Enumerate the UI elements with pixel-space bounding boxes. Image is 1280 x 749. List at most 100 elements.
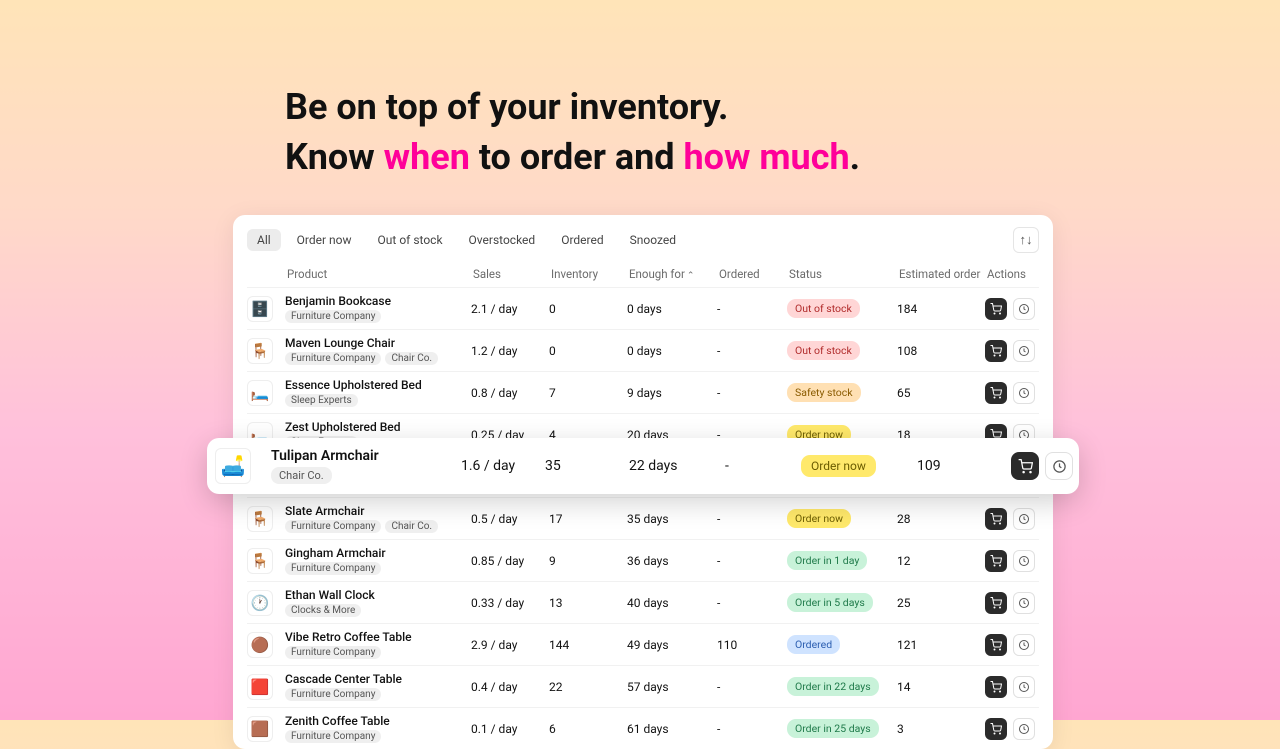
cart-button[interactable]: [985, 340, 1007, 362]
headline: Be on top of your inventory. Know when t…: [285, 82, 860, 183]
product-tag: Sleep Experts: [285, 394, 358, 407]
tab-all[interactable]: All: [247, 229, 281, 251]
product-tags: Furniture Company: [285, 730, 471, 743]
product-icon: 🟥: [247, 674, 273, 700]
snooze-button[interactable]: [1013, 340, 1035, 362]
snooze-button[interactable]: [1013, 382, 1035, 404]
cell-estimated: 184: [897, 302, 985, 316]
table-row[interactable]: 🪑Maven Lounge ChairFurniture CompanyChai…: [247, 329, 1039, 371]
product-name: Essence Upholstered Bed: [285, 378, 471, 392]
status-badge: Ordered: [787, 635, 840, 654]
cart-button[interactable]: [985, 676, 1007, 698]
cell-sales: 0.85 / day: [471, 554, 549, 568]
cell-sales: 0.4 / day: [471, 680, 549, 694]
table-row[interactable]: 🗄️ Benjamin Bookcase Furniture Company 2.1 …: [247, 287, 1039, 329]
cell-enough: 40 days: [627, 596, 717, 610]
product-name: Vibe Retro Coffee Table: [285, 630, 471, 644]
status-badge: Order in 5 days: [787, 593, 873, 612]
cell-ordered: -: [717, 554, 787, 568]
tab-overstocked[interactable]: Overstocked: [459, 229, 546, 251]
product-tags: Furniture Company: [285, 562, 471, 575]
cell-enough: 61 days: [627, 722, 717, 736]
cell-ordered: -: [717, 722, 787, 736]
table-row[interactable]: 🪑Gingham ArmchairFurniture Company0.85 /…: [247, 539, 1039, 581]
cart-button[interactable]: [1011, 452, 1039, 480]
snooze-button[interactable]: [1013, 718, 1035, 740]
product-tags: Furniture Company: [285, 646, 471, 659]
product-icon: 🟫: [247, 716, 273, 742]
tab-order-now[interactable]: Order now: [287, 229, 362, 251]
table-row[interactable]: 🟫Zenith Coffee TableFurniture Company0.1…: [247, 707, 1039, 749]
product-name: Cascade Center Table: [285, 672, 471, 686]
cell-ordered: -: [717, 302, 787, 316]
cart-button[interactable]: [985, 298, 1007, 320]
cell-inventory: 35: [545, 458, 629, 474]
accent-when: when: [384, 136, 470, 178]
cell-estimated: 109: [917, 458, 1011, 474]
cell-enough: 22 days: [629, 458, 725, 474]
snooze-button[interactable]: [1045, 452, 1073, 480]
product-name: Tulipan Armchair: [271, 448, 461, 465]
status-badge: Order in 25 days: [787, 719, 879, 738]
cell-enough: 35 days: [627, 512, 717, 526]
table-row[interactable]: 🕐Ethan Wall ClockClocks & More0.33 / day…: [247, 581, 1039, 623]
cart-button[interactable]: [985, 382, 1007, 404]
product-tags: Clocks & More: [285, 604, 471, 617]
table-row[interactable]: 🟥 Cascade Center Table Furniture Company0.…: [247, 665, 1039, 707]
product-tag: Furniture Company: [285, 310, 381, 323]
snooze-button[interactable]: [1013, 676, 1035, 698]
status-badge: Order now: [787, 509, 851, 528]
cell-sales: 2.1 / day: [471, 302, 549, 316]
cell-estimated: 121: [897, 638, 985, 652]
cell-sales: 0.33 / day: [471, 596, 549, 610]
cart-button[interactable]: [985, 592, 1007, 614]
cell-sales: 0.8 / day: [471, 386, 549, 400]
sort-caret-icon: ⌃: [687, 271, 695, 281]
product-tags: Chair Co.: [271, 467, 461, 484]
status-badge: Order in 22 days: [787, 677, 879, 696]
highlighted-row[interactable]: 🛋️ Tulipan Armchair Chair Co. 1.6 / day …: [207, 438, 1079, 494]
snooze-button[interactable]: [1013, 550, 1035, 572]
status-badge: Order now: [801, 455, 876, 477]
status-badge: Out of stock: [787, 341, 860, 360]
snooze-button[interactable]: [1013, 298, 1035, 320]
product-icon: 🟤: [247, 632, 273, 658]
cell-enough: 0 days: [627, 344, 717, 358]
cell-ordered: -: [717, 344, 787, 358]
col-status[interactable]: Status: [787, 267, 897, 281]
cell-enough: 9 days: [627, 386, 717, 400]
product-tag: Furniture Company: [285, 646, 381, 659]
tab-snoozed[interactable]: Snoozed: [620, 229, 686, 251]
table-row[interactable]: 🟤 Vibe Retro Coffee Table Furniture Compan…: [247, 623, 1039, 665]
cart-button[interactable]: [985, 634, 1007, 656]
table-row[interactable]: 🛏️ Essence Upholstered Bed Sleep Experts 0.…: [247, 371, 1039, 413]
col-inventory[interactable]: Inventory: [549, 267, 627, 281]
table-row[interactable]: 🪑Slate ArmchairFurniture CompanyChair Co…: [247, 497, 1039, 539]
cell-inventory: 0: [549, 344, 627, 358]
col-ordered[interactable]: Ordered: [717, 267, 787, 281]
cell-estimated: 3: [897, 722, 985, 736]
col-enough[interactable]: Enough for⌃: [627, 267, 717, 281]
col-product[interactable]: Product: [285, 267, 471, 281]
product-icon: 🪑: [247, 548, 273, 574]
sort-button[interactable]: ↑↓: [1013, 227, 1039, 253]
cell-estimated: 14: [897, 680, 985, 694]
product-tags: Furniture Company: [285, 688, 471, 701]
cell-inventory: 9: [549, 554, 627, 568]
tab-out-of-stock[interactable]: Out of stock: [368, 229, 453, 251]
product-icon: 🗄️: [247, 296, 273, 322]
cart-button[interactable]: [985, 718, 1007, 740]
col-sales[interactable]: Sales: [471, 267, 549, 281]
product-icon: 🛏️: [247, 380, 273, 406]
snooze-button[interactable]: [1013, 508, 1035, 530]
snooze-button[interactable]: [1013, 592, 1035, 614]
product-name: Benjamin Bookcase: [285, 294, 471, 308]
cell-sales: 0.1 / day: [471, 722, 549, 736]
col-estimated[interactable]: Estimated order: [897, 267, 985, 281]
rows-container: 🗄️ Benjamin Bookcase Furniture Company 2.1 …: [247, 287, 1039, 749]
tab-ordered[interactable]: Ordered: [551, 229, 613, 251]
cart-button[interactable]: [985, 550, 1007, 572]
status-badge: Safety stock: [787, 383, 861, 402]
cart-button[interactable]: [985, 508, 1007, 530]
snooze-button[interactable]: [1013, 634, 1035, 656]
